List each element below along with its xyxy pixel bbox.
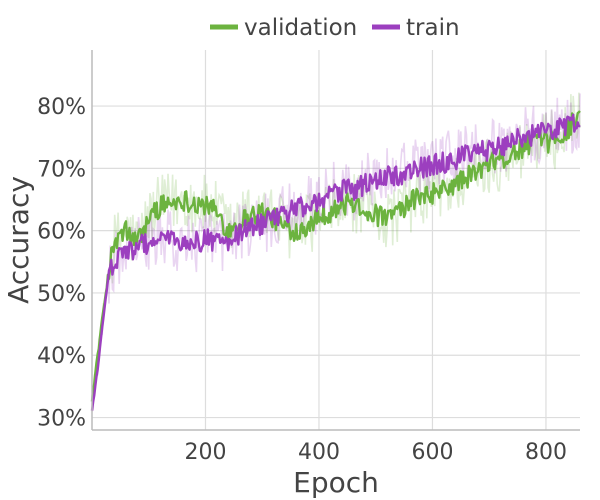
x-axis-title: Epoch [293,466,379,499]
y-tick-label: 50% [37,282,86,307]
x-tick-label: 200 [184,440,226,465]
x-tick-label: 600 [411,440,453,465]
legend-label-validation: validation [244,15,357,41]
legend-label-train: train [406,15,460,41]
axes-layer [91,50,580,431]
y-tick-label: 40% [37,344,86,369]
series-line-validation [90,110,581,402]
y-tick-label: 30% [37,407,86,432]
legend: validation train [210,15,460,41]
series-line-train [90,113,581,411]
grid-layer [92,50,580,430]
x-tick-label: 400 [298,440,340,465]
y-axis-title: Accuracy [2,176,35,304]
y-tick-label: 70% [37,157,86,182]
tick-label-layer: 30% 40% 50% 60% 70% 80% 200 400 600 800 [37,95,567,465]
x-tick-label: 800 [525,440,567,465]
y-tick-label: 80% [37,95,86,120]
y-tick-label: 60% [37,220,86,245]
series-line-layer [90,110,581,411]
